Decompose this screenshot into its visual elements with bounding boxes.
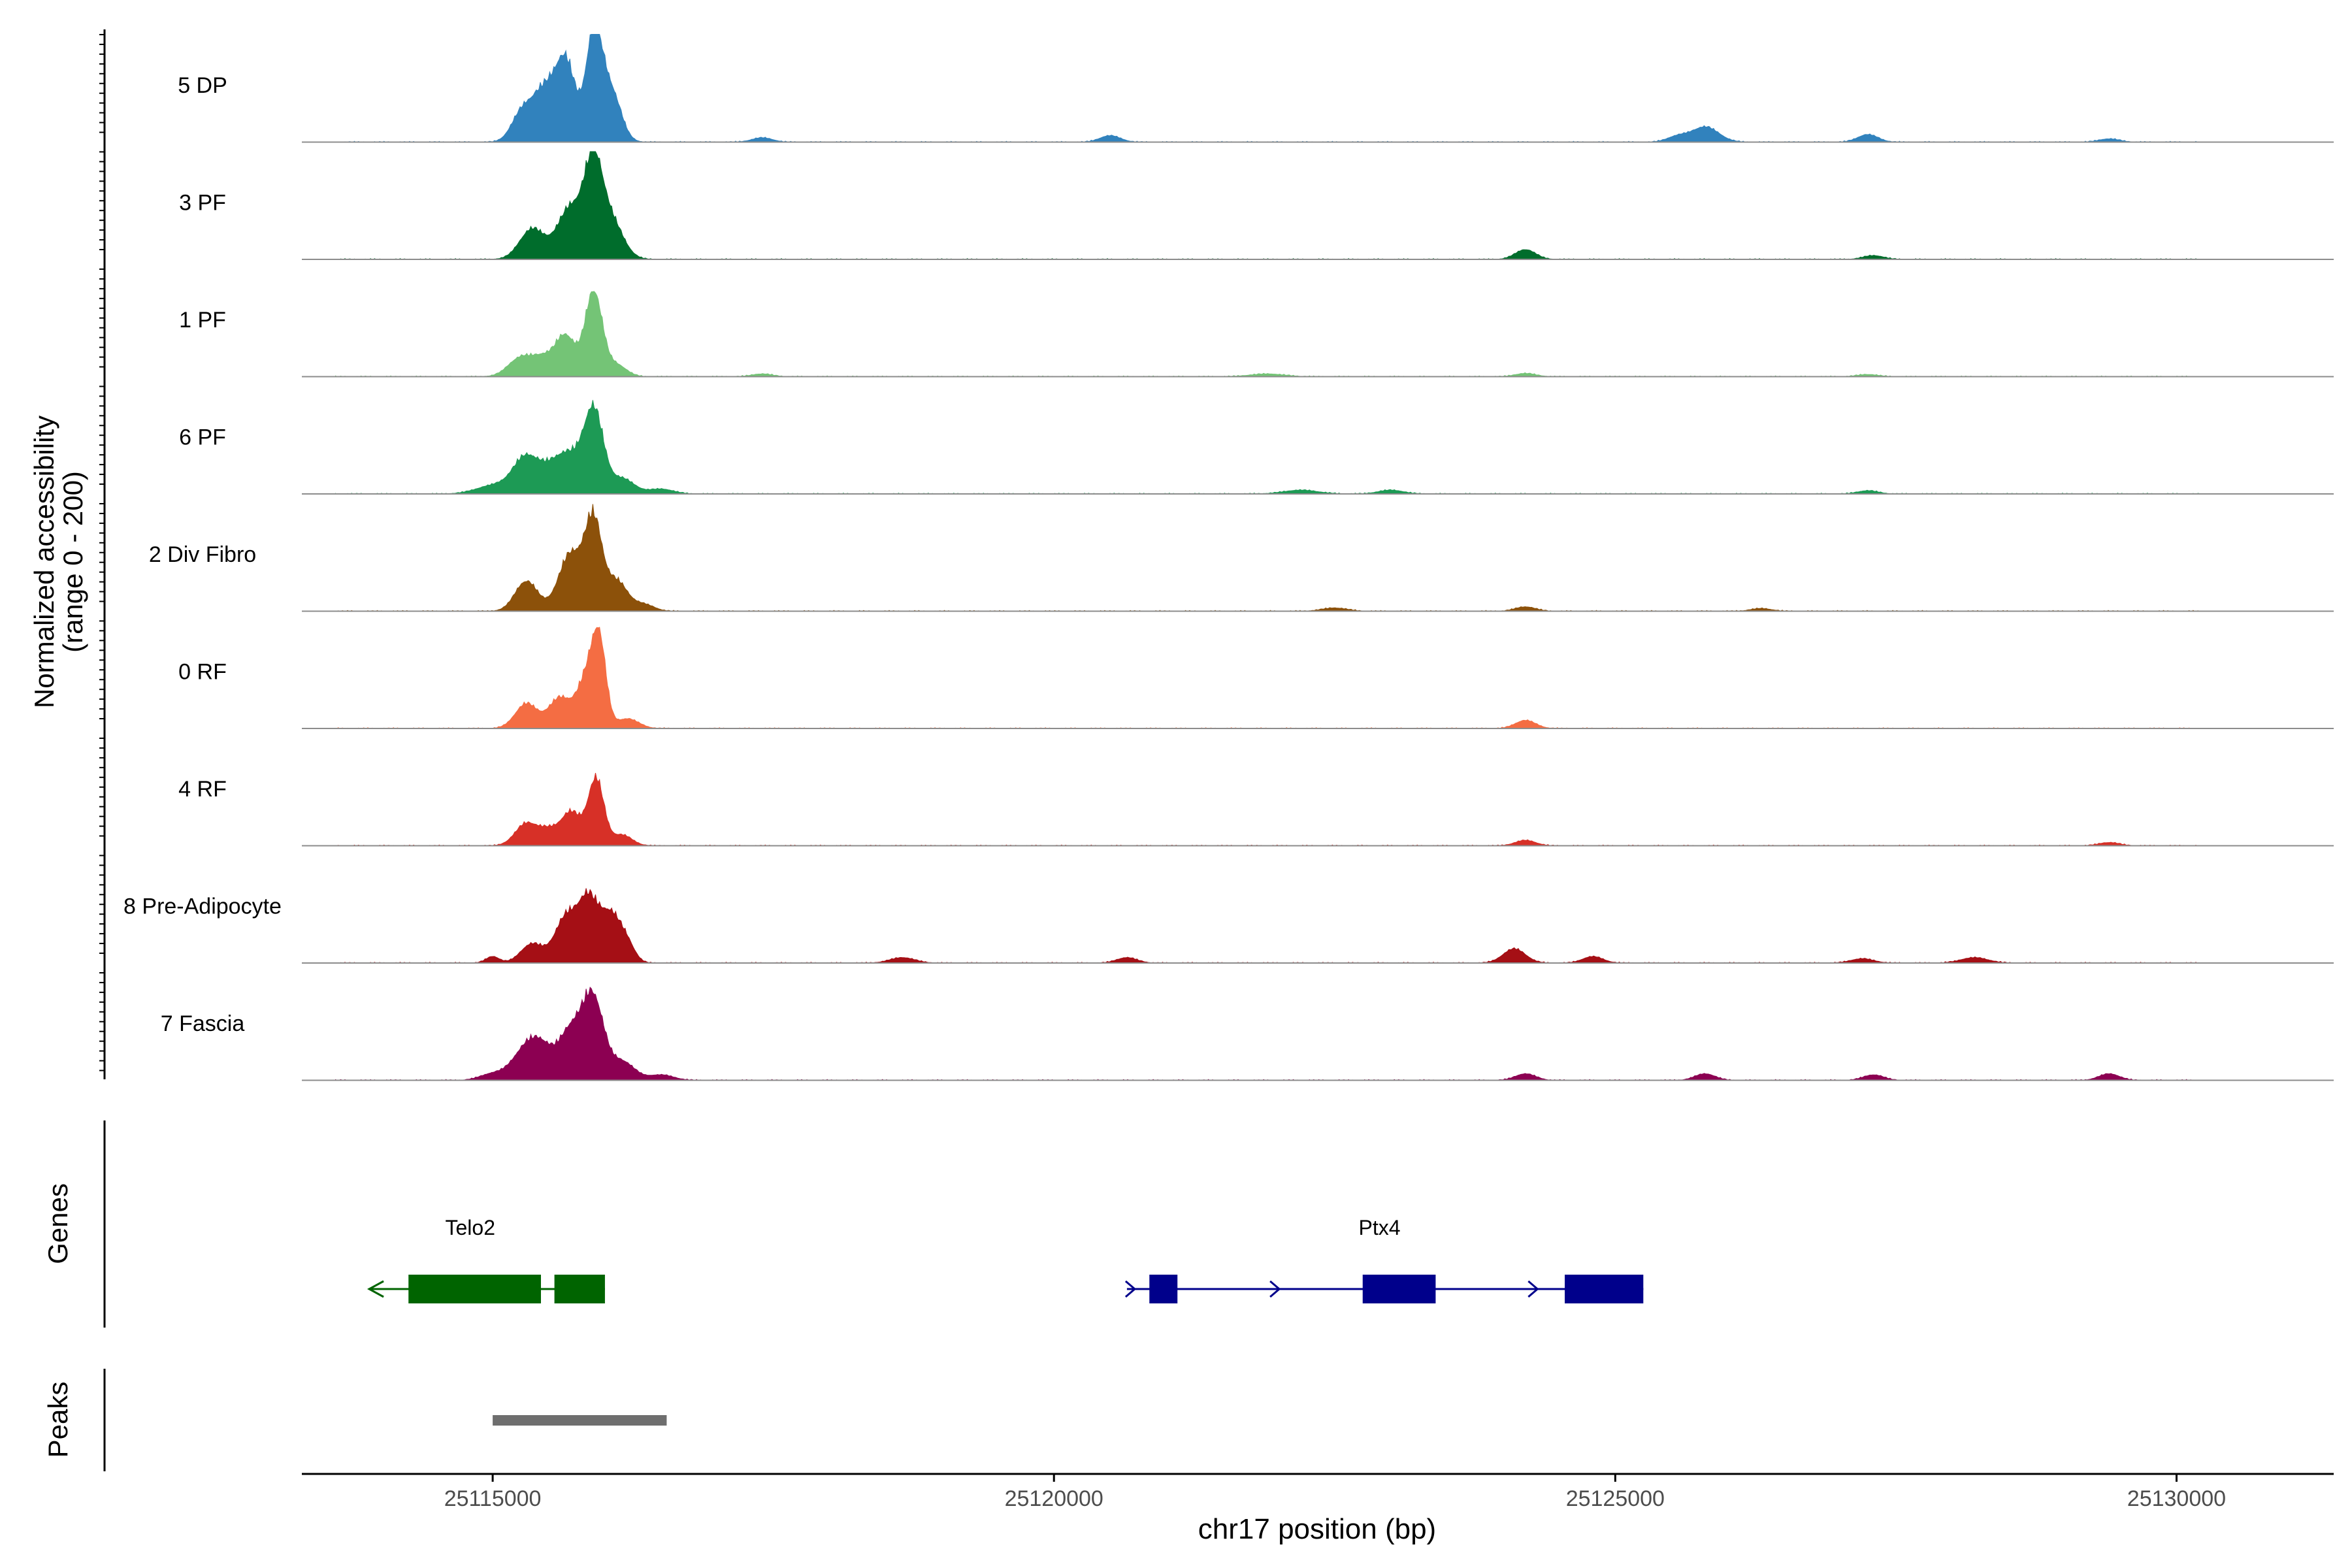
track-6: 4 RF: [178, 773, 2334, 847]
gene-exon: [1362, 1275, 1436, 1303]
track-label: 7 Fascia: [161, 1011, 245, 1036]
coverage-area: [335, 773, 2199, 847]
gene-exon: [1149, 1275, 1178, 1303]
genes-track: Genes Telo2 Ptx4: [42, 1120, 1644, 1328]
coverage-area: [335, 34, 2199, 143]
coverage-area: [335, 888, 2199, 964]
accessibility-axis: Normalized accessibility (range 0 - 200): [29, 29, 106, 1079]
gene-exon: [1565, 1275, 1644, 1303]
track-0: 5 DP: [178, 34, 2334, 143]
track-7: 8 Pre-Adipocyte: [123, 888, 2334, 964]
track-label: 1 PF: [179, 308, 226, 333]
strand-arrow: [367, 1280, 384, 1298]
x-tick-label: 25115000: [444, 1486, 542, 1511]
track-label: 3 PF: [179, 190, 226, 215]
y-axis-label-line2: (range 0 - 200): [57, 471, 88, 653]
x-axis: chr17 position (bp) 25115000 25120000 2512…: [302, 1473, 2334, 1545]
coverage-area: [335, 291, 2199, 378]
gene-name-label: Telo2: [445, 1216, 495, 1239]
strand-arrow: [1124, 1280, 1137, 1298]
track-3: 6 PF: [179, 400, 2334, 495]
coverage-area: [335, 151, 2199, 260]
coverage-tracks: 5 DP 3 PF 1 PF 6 PF 2 Div Fibro 0 RF 4 RF 8 Pre…: [123, 34, 2334, 1081]
x-tick-label: 25120000: [1005, 1486, 1103, 1511]
track-label: 0 RF: [178, 659, 227, 684]
coverage-area: [335, 400, 2200, 495]
strand-arrow: [1527, 1280, 1539, 1298]
coverage-area: [335, 504, 2200, 612]
x-axis-label: chr17 position (bp): [1198, 1513, 1436, 1545]
peak-region: [493, 1415, 667, 1426]
track-label: 6 PF: [179, 425, 226, 449]
track-1: 3 PF: [179, 151, 2334, 260]
peaks-track-label: Peaks: [42, 1382, 73, 1458]
gene-exon: [408, 1275, 541, 1303]
gene-telo2: Telo2: [367, 1216, 605, 1303]
y-axis-label-line1: Normalized accessibility: [29, 416, 59, 708]
track-5: 0 RF: [178, 627, 2334, 729]
track-label: 5 DP: [178, 73, 227, 98]
track-4: 2 Div Fibro: [149, 504, 2334, 612]
track-2: 1 PF: [179, 291, 2334, 378]
coverage-area: [335, 627, 2199, 729]
gene-name-label: Ptx4: [1358, 1216, 1400, 1239]
x-tick-label: 25130000: [2127, 1486, 2226, 1511]
strand-arrow: [1269, 1280, 1281, 1298]
track-label: 2 Div Fibro: [149, 542, 256, 567]
x-tick-label: 25125000: [1566, 1486, 1665, 1511]
track-8: 7 Fascia: [161, 987, 2334, 1081]
track-label: 8 Pre-Adipocyte: [123, 894, 282, 919]
coverage-area: [335, 987, 2199, 1081]
gene-exon: [554, 1275, 605, 1303]
track-label: 4 RF: [178, 777, 227, 802]
peaks-track: Peaks: [42, 1369, 667, 1471]
genes-track-label: Genes: [42, 1183, 73, 1264]
gene-ptx4: Ptx4: [1124, 1216, 1644, 1303]
